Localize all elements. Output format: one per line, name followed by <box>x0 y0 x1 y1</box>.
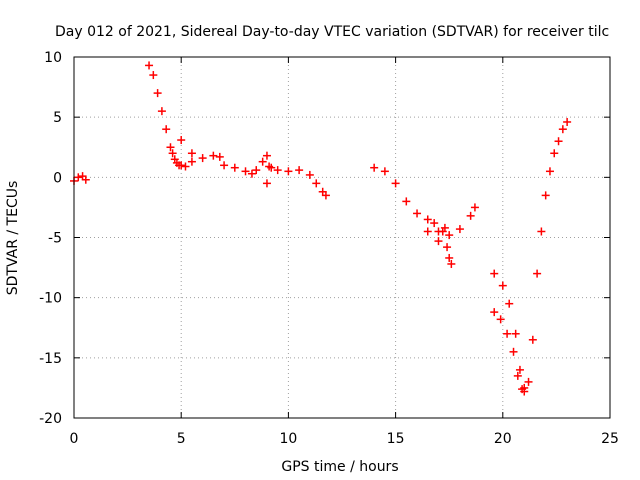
data-point <box>177 161 186 170</box>
data-point <box>434 227 443 236</box>
data-point <box>490 269 499 278</box>
data-point <box>554 137 563 146</box>
data-point <box>513 371 522 380</box>
data-point <box>380 167 389 176</box>
x-tick-label: 20 <box>494 431 512 447</box>
chart-title: Day 012 of 2021, Sidereal Day-to-day VTE… <box>55 24 609 40</box>
data-point <box>498 281 507 290</box>
data-point <box>550 149 559 158</box>
data-point <box>370 163 379 172</box>
data-point <box>145 61 154 70</box>
y-tick-label: -15 <box>39 351 62 367</box>
data-point <box>241 167 250 176</box>
data-point <box>321 191 330 200</box>
data-point <box>230 163 239 172</box>
data-point <box>455 225 464 234</box>
x-tick-label: 0 <box>70 431 79 447</box>
data-point <box>168 149 177 158</box>
data-point <box>166 143 175 152</box>
data-point <box>267 163 276 172</box>
data-point <box>402 197 411 206</box>
data-point <box>528 335 537 344</box>
data-point <box>262 179 271 188</box>
y-tick-label: 0 <box>53 170 62 186</box>
y-tick-label: 5 <box>53 110 62 126</box>
y-tick-label: 10 <box>44 50 62 66</box>
data-point <box>563 117 572 126</box>
data-point <box>515 365 524 374</box>
data-point <box>490 308 499 317</box>
tick-labels: 0 5 10 15 20 25 -20 -15 -10 -5 0 5 10 <box>39 50 619 447</box>
data-point <box>198 154 207 163</box>
data-point <box>162 125 171 134</box>
y-tick-label: -5 <box>48 231 62 247</box>
data-point <box>505 299 514 308</box>
data-point <box>558 125 567 134</box>
data-point <box>81 175 90 184</box>
data-point <box>153 89 162 98</box>
data-point <box>149 71 158 80</box>
data-point <box>423 215 432 224</box>
data-point <box>157 107 166 116</box>
data-point <box>209 151 218 160</box>
data-point <box>434 237 443 246</box>
data-point <box>430 219 439 228</box>
data-point <box>511 329 520 338</box>
data-point <box>447 259 456 268</box>
data-point <box>440 223 449 232</box>
x-tick-label: 25 <box>601 431 619 447</box>
data-point <box>470 203 479 212</box>
x-tick-label: 5 <box>177 431 186 447</box>
data-point <box>445 253 454 262</box>
data-point <box>312 179 321 188</box>
data-point <box>284 167 293 176</box>
data-point <box>74 173 83 182</box>
data-point <box>187 149 196 158</box>
data-point <box>187 157 196 166</box>
data-point <box>273 166 282 175</box>
data-point <box>443 243 452 252</box>
data-point <box>305 170 314 179</box>
x-axis-label: GPS time / hours <box>281 459 398 475</box>
data-point <box>533 269 542 278</box>
data-point <box>247 169 256 178</box>
data-point <box>215 152 224 161</box>
data-point <box>423 227 432 236</box>
grid-lines <box>74 57 610 418</box>
data-series-sdtvar <box>70 61 572 396</box>
data-point <box>181 162 190 171</box>
data-point <box>545 167 554 176</box>
data-point <box>262 151 271 160</box>
data-point <box>413 209 422 218</box>
data-point <box>496 315 505 324</box>
data-point <box>541 191 550 200</box>
x-tick-label: 15 <box>387 431 405 447</box>
y-tick-label: -10 <box>39 291 62 307</box>
data-point <box>391 179 400 188</box>
data-point <box>220 161 229 170</box>
y-axis-label: SDTVAR / TECUs <box>5 181 21 296</box>
data-point <box>466 211 475 220</box>
data-point <box>520 387 529 396</box>
data-point <box>295 166 304 175</box>
plot-frame <box>73 56 611 419</box>
data-point <box>537 227 546 236</box>
data-point <box>509 347 518 356</box>
data-point <box>503 329 512 338</box>
data-point <box>445 231 454 240</box>
data-point <box>524 377 533 386</box>
y-tick-label: -20 <box>39 411 62 427</box>
x-tick-label: 10 <box>279 431 297 447</box>
data-point <box>258 157 267 166</box>
data-point <box>252 166 261 175</box>
data-point <box>177 136 186 145</box>
